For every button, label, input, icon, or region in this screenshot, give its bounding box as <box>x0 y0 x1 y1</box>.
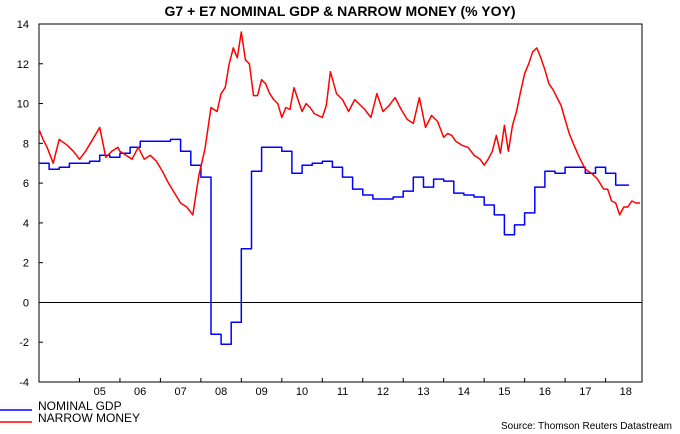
y-tick-label: 12 <box>17 59 29 71</box>
x-tick-label: 10 <box>296 386 308 398</box>
series-line-narrow-money <box>38 31 640 216</box>
x-tick-label: 07 <box>175 386 187 398</box>
y-tick-label: 10 <box>17 99 29 111</box>
y-tick-label: 4 <box>23 218 29 230</box>
x-tick-label: 15 <box>498 386 510 398</box>
plot-frame <box>38 23 643 383</box>
y-tick-label: 14 <box>17 19 29 31</box>
chart-title: G7 + E7 NOMINAL GDP & NARROW MONEY (% YO… <box>165 3 516 19</box>
x-tick-label: 17 <box>579 386 591 398</box>
y-tick-label: 0 <box>23 297 29 309</box>
x-tick-label: 06 <box>134 386 146 398</box>
y-tick-label: 8 <box>23 138 29 150</box>
x-tick-label: 18 <box>620 386 632 398</box>
x-axis: 05 06 07 08 09 10 11 12 13 14 15 16 17 18 <box>78 378 632 398</box>
x-tick-label: 12 <box>377 386 389 398</box>
x-tick-label: 14 <box>458 386 470 398</box>
legend-label-nominal-gdp: NOMINAL GDP <box>38 399 122 413</box>
x-tick-label: 09 <box>255 386 267 398</box>
x-tick-label: 05 <box>94 386 106 398</box>
series-line-nominal-gdp <box>39 138 629 345</box>
y-tick-label: -2 <box>19 337 29 349</box>
x-tick-label: 13 <box>417 386 429 398</box>
source-note: Source: Thomson Reuters Datastream <box>501 421 672 432</box>
legend-label-narrow-money: NARROW MONEY <box>38 411 140 425</box>
y-tick-label: 6 <box>23 178 29 190</box>
y-tick-label: 2 <box>23 258 29 270</box>
x-tick-label: 16 <box>539 386 551 398</box>
x-tick-label: 11 <box>337 386 348 398</box>
x-tick-label: 08 <box>215 386 227 398</box>
y-tick-label: -4 <box>19 377 29 389</box>
plot-area <box>38 23 643 383</box>
y-axis: 14 12 10 8 6 4 2 0 -2 -4 <box>17 19 43 389</box>
legend: NOMINAL GDP NARROW MONEY <box>0 399 140 425</box>
series-layer <box>38 31 640 345</box>
